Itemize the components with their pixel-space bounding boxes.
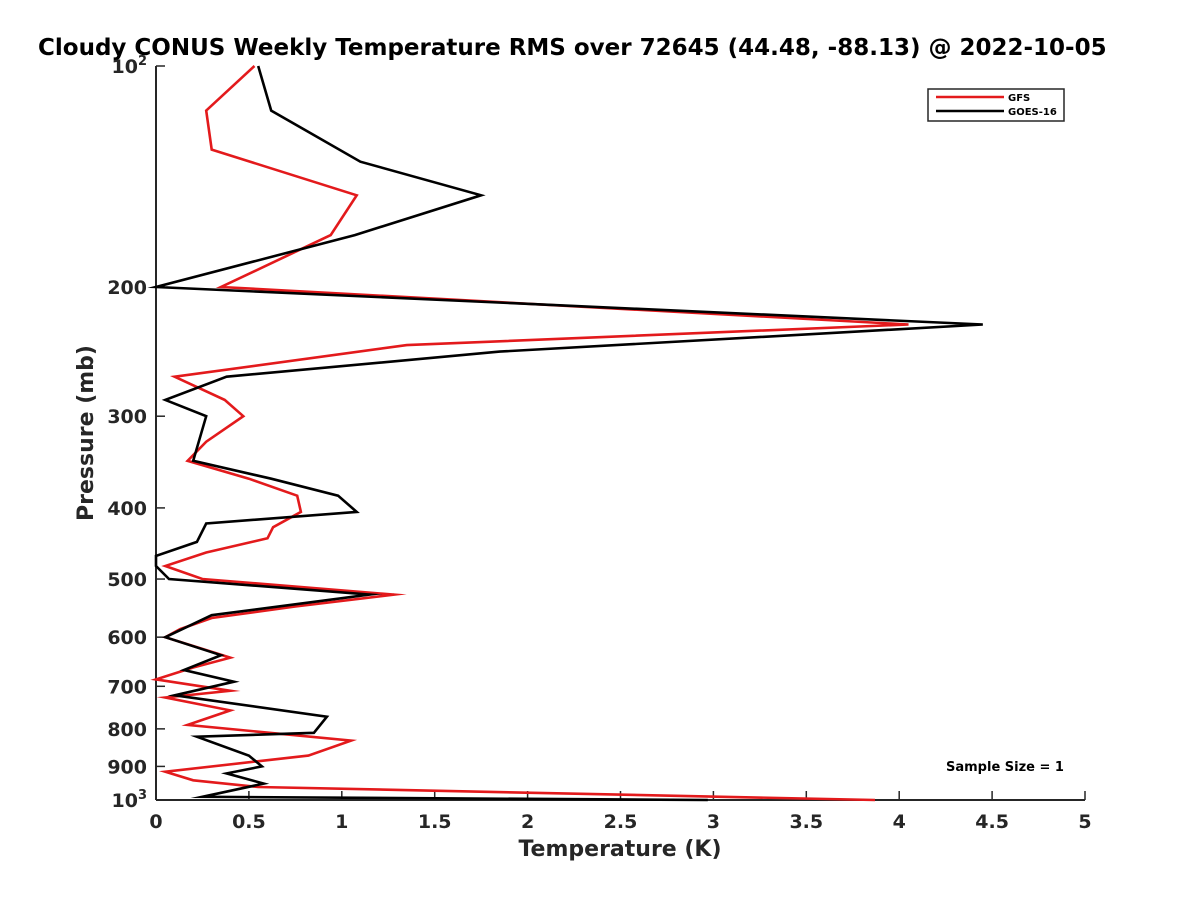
y-tick-label: 800 [107,719,147,741]
x-tick-label: 2.5 [604,811,638,833]
x-tick-label: 0 [149,811,162,833]
x-tick-label: 2 [521,811,534,833]
legend: GFS GOES-16 [927,88,1065,122]
y-tick-base: 10 [112,56,138,78]
y-tick-label: 103 [112,788,148,812]
y-tick-label: 500 [107,569,147,591]
y-tick-label: 900 [107,756,147,778]
legend-box [927,88,1065,122]
y-tick-exponent: 2 [138,54,147,69]
y-axis-label: Pressure (mb) [74,345,99,521]
y-tick-label: 102 [112,54,148,78]
x-axis-label: Temperature (K) [518,837,721,862]
y-tick-label: 600 [107,627,147,649]
series-line-gfs [150,65,909,802]
x-tick-label: 1 [335,811,348,833]
y-tick-label: 700 [107,676,147,698]
legend-label-gfs: GFS [1008,93,1030,104]
x-tick-label: 3 [707,811,720,833]
legend-label-goes-16: GOES-16 [1008,107,1057,118]
y-tick-label: 200 [107,277,147,299]
y-tick-label: 300 [107,406,147,428]
x-tick-label: 5 [1078,811,1091,833]
chart-title: Cloudy CONUS Weekly Temperature RMS over… [38,35,1107,61]
y-tick-label: 400 [107,498,147,520]
x-tick-label: 0.5 [232,811,266,833]
x-tick-label: 3.5 [789,811,823,833]
x-tick-label: 4.5 [975,811,1009,833]
y-tick-base: 10 [112,790,138,812]
x-axis-ticks: 0 0.5 1 1.5 2 2.5 3 3.5 4 4.5 5 [149,791,1092,833]
x-tick-label: 1.5 [418,811,452,833]
series-line-goes-16 [147,65,983,802]
sample-size-annotation: Sample Size = 1 [946,760,1064,775]
x-tick-label: 4 [893,811,906,833]
y-tick-exponent: 3 [138,788,147,803]
series-layer [147,65,983,802]
